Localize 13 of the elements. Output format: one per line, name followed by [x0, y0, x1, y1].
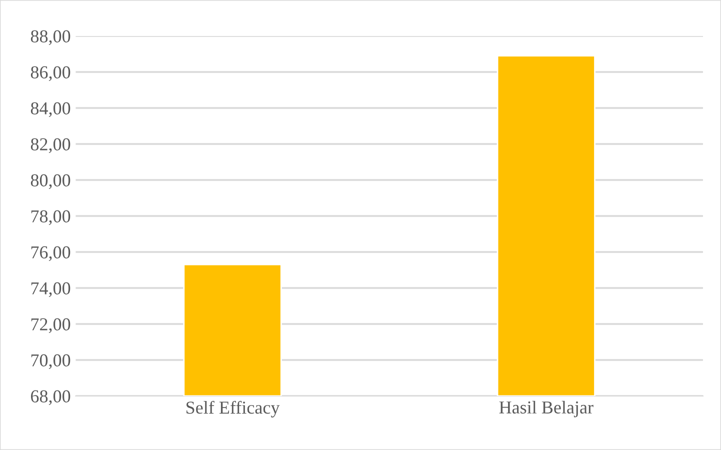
- y-tick-label: 82,00: [30, 138, 70, 154]
- y-tick-label: 86,00: [30, 66, 70, 82]
- y-tick-label: 68,00: [30, 390, 70, 406]
- y-tick-label: 84,00: [30, 102, 70, 118]
- y-tick-label: 72,00: [31, 318, 70, 334]
- y-tick-label: 74,00: [31, 282, 70, 298]
- x-tick-label: Hasil Belajar: [499, 400, 594, 418]
- y-tick-label: 80,00: [30, 174, 70, 190]
- x-tick-label: Self Efficacy: [186, 400, 280, 418]
- y-tick-label: 78,00: [31, 210, 70, 226]
- y-tick-label: 76,00: [31, 246, 70, 262]
- y-tick-label: 70,00: [31, 354, 70, 370]
- y-tick-label: 88,00: [30, 30, 70, 46]
